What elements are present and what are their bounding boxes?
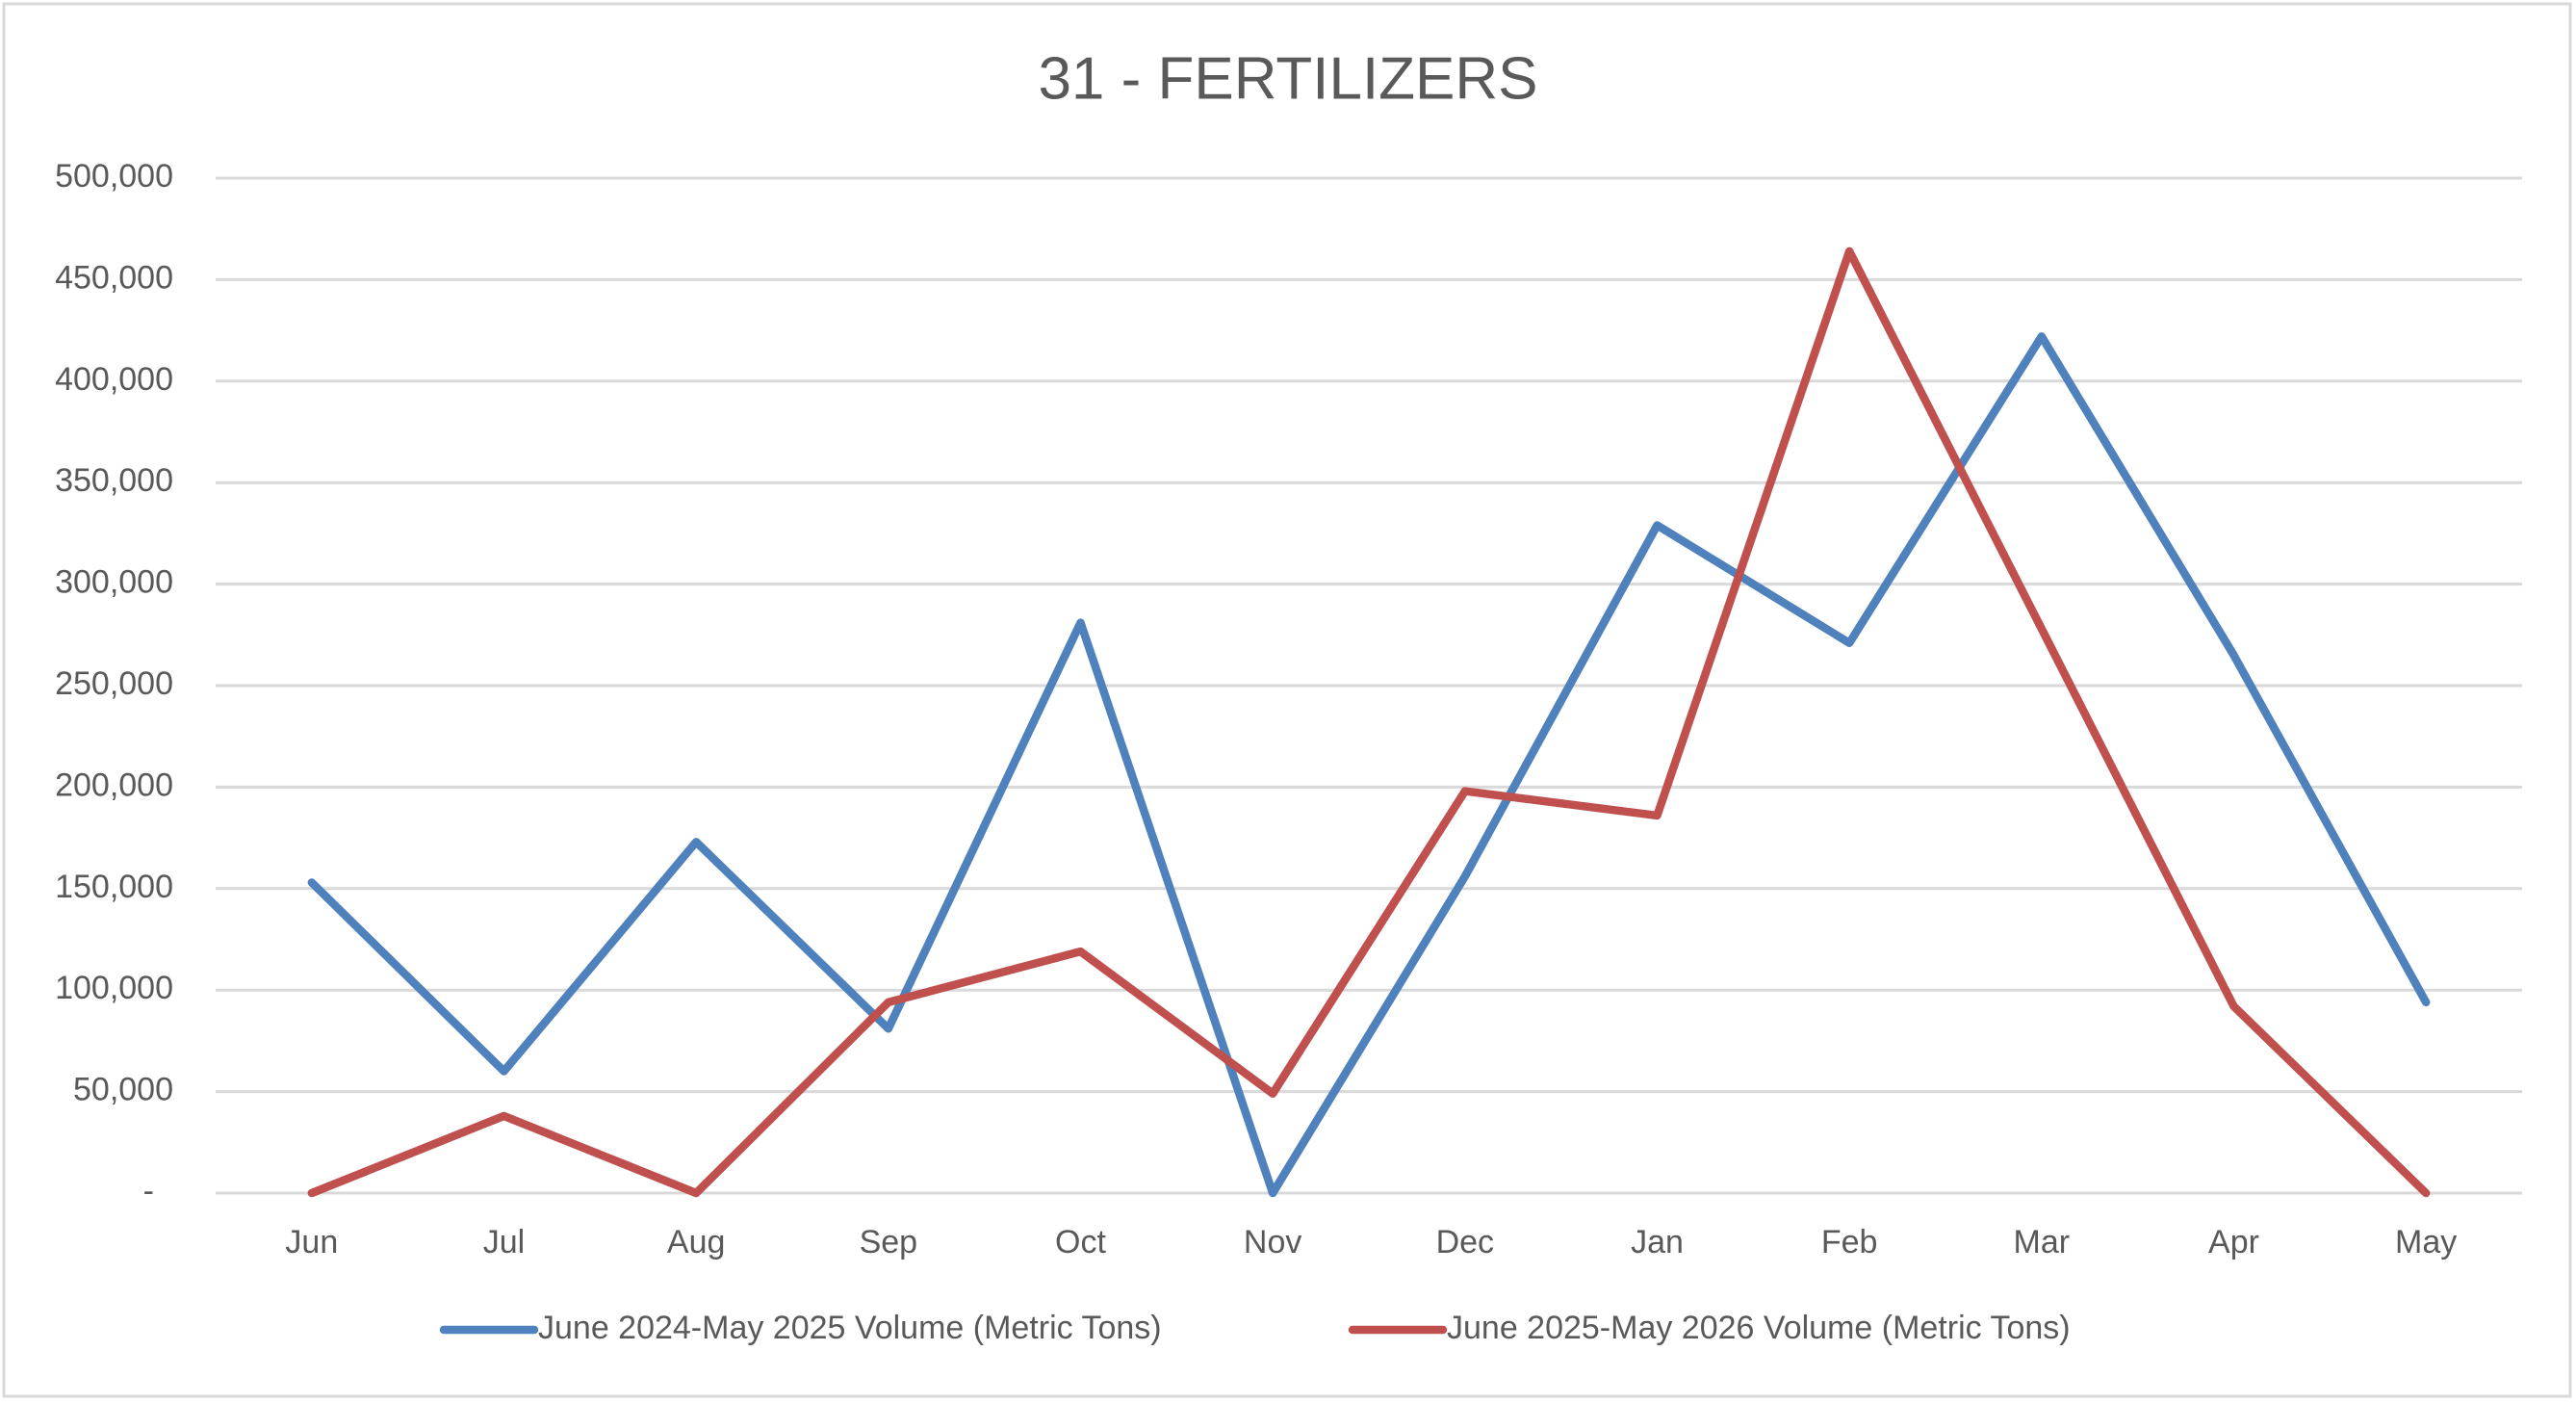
x-tick-label: Oct: [1055, 1224, 1106, 1260]
chart-title: 31 - FERTILIZERS: [1038, 45, 1537, 112]
y-tick-label: 50,000: [73, 1072, 173, 1108]
x-tick-label: Aug: [667, 1224, 726, 1260]
y-tick-label: 400,000: [55, 361, 173, 398]
x-tick-label: Dec: [1436, 1224, 1494, 1260]
x-tick-label: Mar: [2014, 1224, 2071, 1260]
y-tick-label: 450,000: [55, 259, 173, 296]
y-tick-label: 350,000: [55, 462, 173, 499]
x-tick-label: Jan: [1631, 1224, 1684, 1260]
x-tick-label: May: [2395, 1224, 2457, 1260]
y-tick-label: 300,000: [55, 564, 173, 601]
data-line: [307, 332, 2431, 1198]
y-tick-label: 100,000: [55, 970, 173, 1006]
y-tick-label: -: [143, 1173, 154, 1209]
y-tick-label: 500,000: [55, 158, 173, 195]
x-tick-label: Apr: [2208, 1224, 2259, 1260]
x-tick-label: Jul: [483, 1224, 525, 1260]
legend-label: June 2024-May 2025 Volume (Metric Tons): [538, 1310, 1162, 1346]
y-tick-label: 250,000: [55, 665, 173, 702]
x-tick-label: Jun: [285, 1224, 338, 1260]
y-tick-label: 200,000: [55, 766, 173, 803]
x-tick-label: Feb: [1821, 1224, 1878, 1260]
legend-label: June 2025-May 2026 Volume (Metric Tons): [1447, 1310, 2071, 1346]
x-tick-label: Sep: [860, 1224, 918, 1260]
x-tick-label: Nov: [1244, 1224, 1301, 1260]
data-line: [307, 247, 2431, 1198]
y-tick-label: 150,000: [55, 869, 173, 905]
